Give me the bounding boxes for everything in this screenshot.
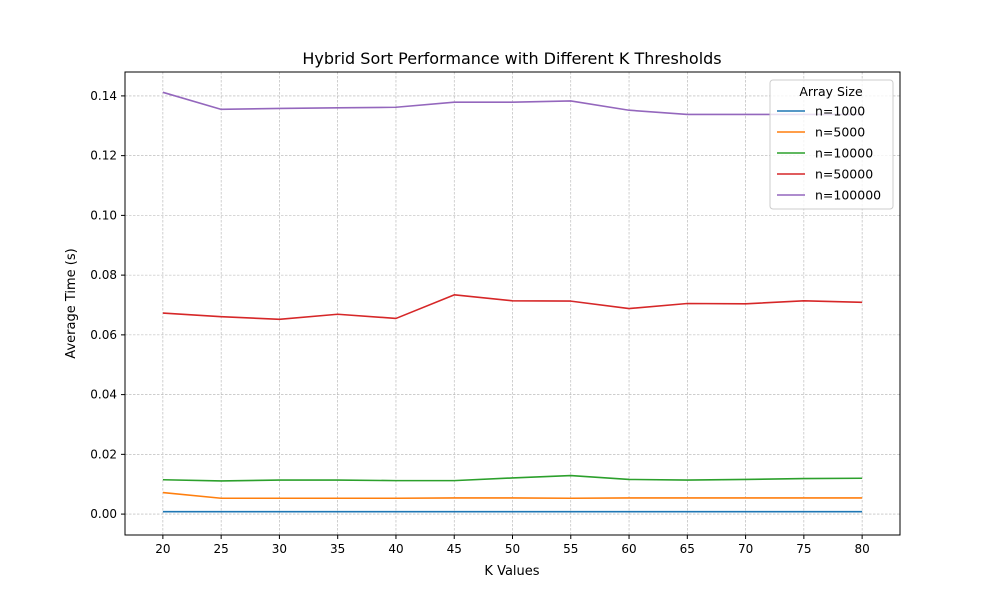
y-tick-label: 0.14 [90,89,117,103]
x-tick-label: 40 [388,542,403,556]
x-tick-label: 35 [330,542,345,556]
legend-label: n=5000 [815,125,865,140]
y-tick-label: 0.00 [90,507,117,521]
y-tick-label: 0.06 [90,328,117,342]
x-tick-label: 70 [738,542,753,556]
x-tick-label: 55 [563,542,578,556]
x-tick-label: 20 [155,542,170,556]
x-axis-label: K Values [484,564,539,579]
legend-title: Array Size [799,84,863,99]
x-tick-label: 65 [680,542,695,556]
x-tick-label: 30 [272,542,287,556]
series-line-n-50000 [162,294,863,321]
x-axis: 20 25 30 35 40 45 50 55 60 65 70 75 80 [155,535,870,556]
series-line-n-10000 [162,474,863,482]
x-tick-label: 45 [447,542,462,556]
x-tick-label: 75 [796,542,811,556]
y-tick-label: 0.04 [90,388,117,402]
series-line-n-5000 [162,491,863,500]
series-layer [162,91,863,513]
legend-label: n=100000 [815,188,881,203]
x-tick-label: 50 [505,542,520,556]
x-tick-label: 80 [854,542,869,556]
legend-label: n=10000 [815,146,873,161]
y-axis: 0.00 0.02 0.04 0.06 0.08 0.10 0.12 0.14 [90,89,125,521]
y-axis-label: Average Time (s) [64,248,79,358]
x-tick-label: 25 [214,542,229,556]
y-tick-label: 0.02 [90,447,117,461]
chart-title: Hybrid Sort Performance with Different K… [302,49,721,68]
series-line-n-100000 [162,91,863,116]
legend: Array Size n=1000n=5000n=10000n=50000n=1… [769,79,894,210]
y-tick-label: 0.10 [90,208,117,222]
legend-box [769,79,894,210]
legend-label: n=50000 [815,167,873,182]
y-tick-label: 0.08 [90,268,117,282]
x-tick-label: 60 [621,542,636,556]
y-tick-label: 0.12 [90,149,117,163]
legend-items: n=1000 n=5000 n=10000 n=50000 n=100000 [777,104,881,203]
legend-label: n=1000 [815,104,865,119]
